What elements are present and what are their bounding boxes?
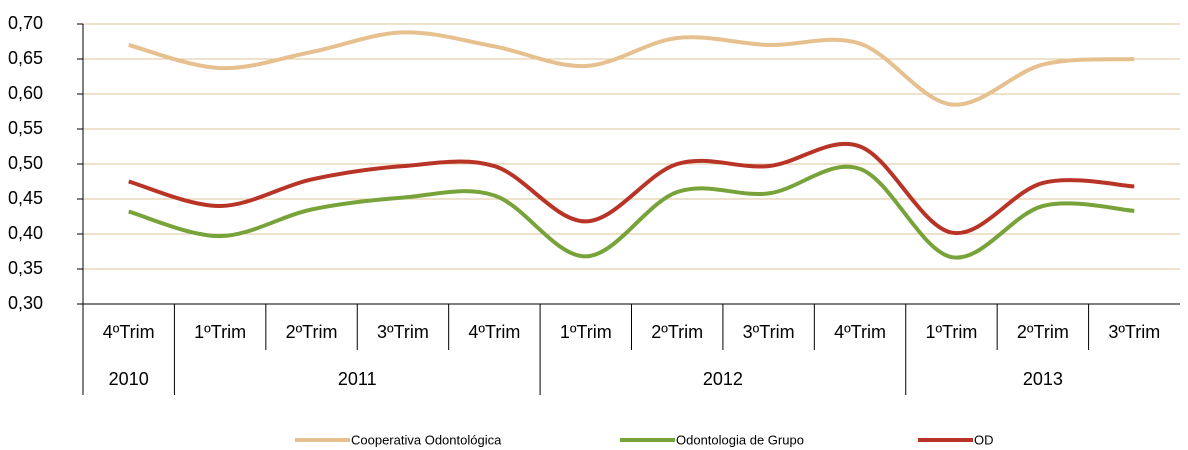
x-group-label: 2012 <box>703 369 743 389</box>
legend-label: Cooperativa Odontológica <box>351 432 502 447</box>
x-group-label: 2010 <box>109 369 149 389</box>
legend-label: Odontologia de Grupo <box>676 432 804 447</box>
x-group-label: 2013 <box>1023 369 1063 389</box>
legend-label: OD <box>974 432 994 447</box>
x-tick-label: 1ºTrim <box>560 322 612 342</box>
x-tick-label: 2ºTrim <box>286 322 338 342</box>
y-tick-label: 0,35 <box>8 258 43 278</box>
line <box>128 164 1135 260</box>
x-tick-label: 2ºTrim <box>1017 322 1069 342</box>
x-tick-label: 4ºTrim <box>103 322 155 342</box>
y-tick-label: 0,60 <box>8 83 43 103</box>
x-tick-label: 1ºTrim <box>194 322 246 342</box>
x-tick-label: 3ºTrim <box>1108 322 1160 342</box>
y-tick-label: 0,55 <box>8 118 43 138</box>
x-tick-label: 3ºTrim <box>743 322 795 342</box>
x-tick-label: 2ºTrim <box>651 322 703 342</box>
y-tick-label: 0,50 <box>8 153 43 173</box>
line <box>128 30 1135 107</box>
x-tick-label: 4ºTrim <box>834 322 886 342</box>
x-group-label: 2011 <box>338 369 377 389</box>
y-tick-label: 0,65 <box>8 48 43 68</box>
y-tick-label: 0,40 <box>8 223 43 243</box>
y-tick-label: 0,30 <box>8 293 43 313</box>
x-tick-label: 4ºTrim <box>468 322 520 342</box>
y-tick-label: 0,45 <box>8 188 43 208</box>
line <box>128 141 1135 235</box>
x-tick-label: 3ºTrim <box>377 322 429 342</box>
x-tick-label: 1ºTrim <box>926 322 978 342</box>
y-tick-label: 0,70 <box>8 13 43 33</box>
